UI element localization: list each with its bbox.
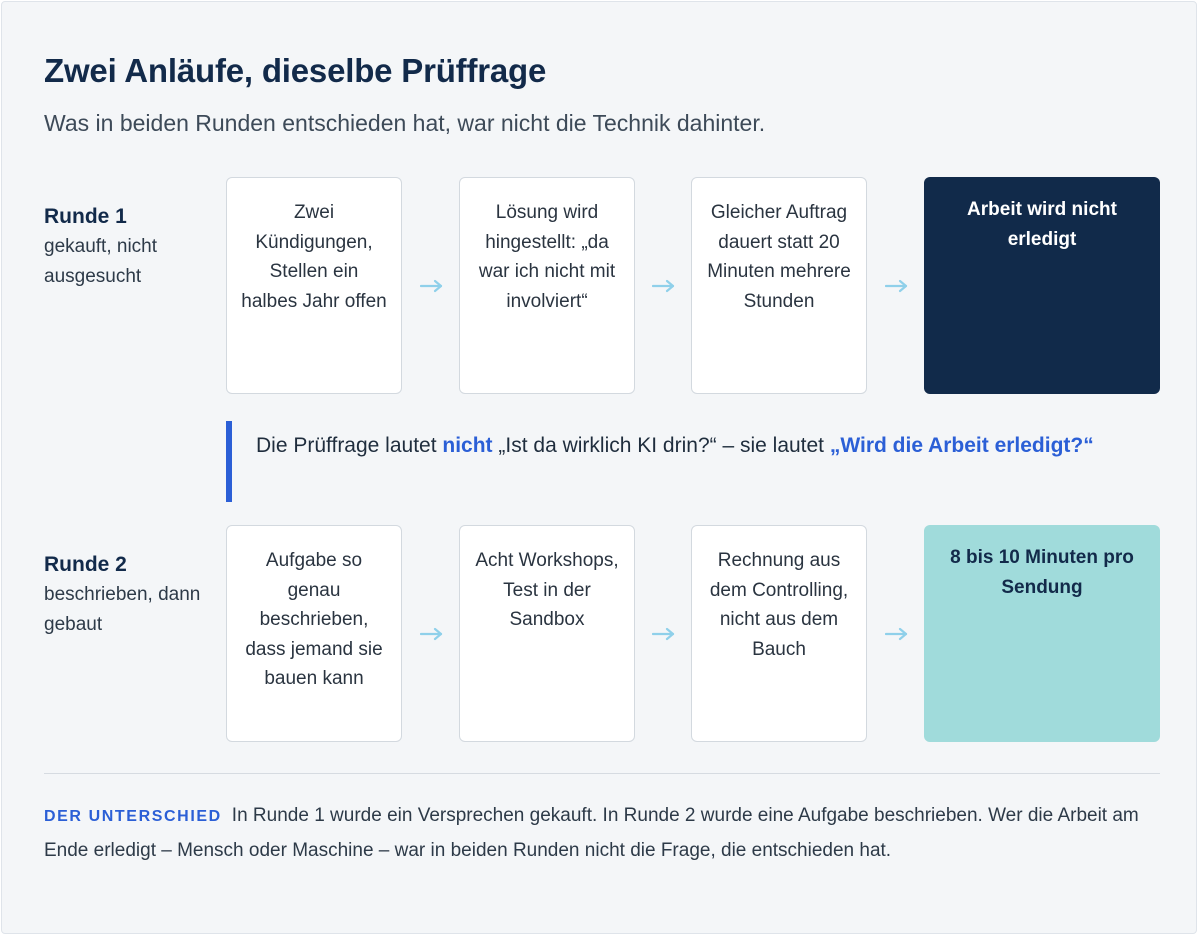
round-1-result: Arbeit wird nicht erledigt [924, 177, 1160, 394]
arrow-right-icon [885, 279, 908, 293]
callout-text-1: Die Prüffrage lautet [256, 434, 443, 457]
round-1-caption: gekauft, nicht ausgesucht [44, 236, 158, 287]
round-1-step-2: Lösung wird hingestellt: „da war ich nic… [459, 177, 635, 394]
divider [44, 773, 1160, 774]
arrow-right-icon [420, 279, 443, 293]
difference-tag: DER UNTERSCHIED [44, 808, 222, 825]
callout-highlight-question: „Wird die Arbeit erledigt?“ [829, 434, 1094, 457]
key-question-callout: Die Prüffrage lautet nicht „Ist da wirkl… [226, 421, 1126, 502]
round-1-label: Runde 1 gekauft, nicht ausgesucht [44, 202, 214, 292]
round-2-caption: beschrieben, dann gebaut [44, 584, 201, 635]
round-2-step-2: Acht Workshops, Test in der Sandbox [459, 525, 635, 742]
difference-text: In Runde 1 wurde ein Versprechen gekauft… [44, 805, 1139, 861]
round-1-name: Runde 1 [44, 205, 127, 228]
round-2-step-1: Aufgabe so genau beschrieben, dass jeman… [226, 525, 402, 742]
callout-text-2: „Ist da wirklich KI drin?“ – sie lautet [492, 434, 830, 457]
difference-note: DER UNTERSCHIED In Runde 1 wurde ein Vers… [44, 799, 1154, 868]
round-1-step-1: Zwei Kündigungen, Stellen ein halbes Jah… [226, 177, 402, 394]
round-2-step-3: Rechnung aus dem Controlling, nicht aus … [691, 525, 867, 742]
arrow-right-icon [420, 627, 443, 641]
round-2-name: Runde 2 [44, 553, 127, 576]
round-1-step-3: Gleicher Auftrag dauert statt 20 Minuten… [691, 177, 867, 394]
arrow-right-icon [652, 627, 675, 641]
page-subtitle: Was in beiden Runden entschieden hat, wa… [44, 110, 766, 136]
round-2-label: Runde 2 beschrieben, dann gebaut [44, 550, 214, 640]
callout-highlight-nicht: nicht [442, 434, 493, 457]
arrow-right-icon [652, 279, 675, 293]
page-title: Zwei Anläufe, dieselbe Prüffrage [44, 52, 547, 89]
arrow-right-icon [885, 627, 908, 641]
round-2-result: 8 bis 10 Minuten pro Sendung [924, 525, 1160, 742]
